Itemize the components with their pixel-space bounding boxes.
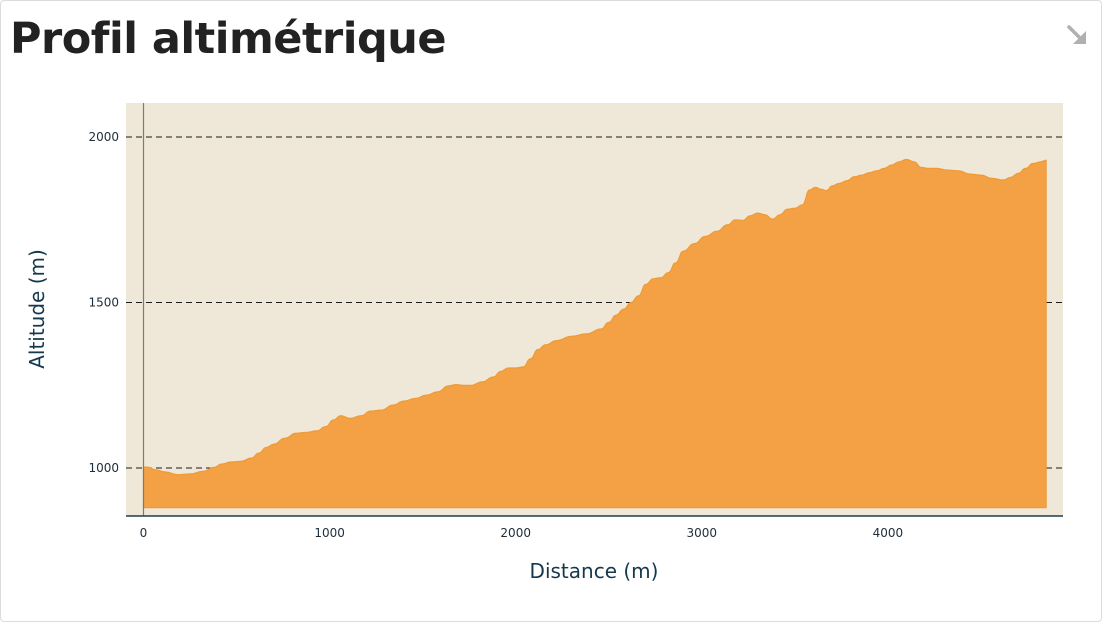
elevation-area	[142, 158, 1047, 509]
y-tick-label: 2000	[88, 130, 119, 144]
x-tick-label: 3000	[687, 526, 718, 540]
x-tick-label: 0	[140, 526, 148, 540]
x-axis-title: Distance (m)	[530, 559, 659, 583]
y-axis-title: Altitude (m)	[25, 249, 49, 369]
collapse-arrow-icon[interactable]	[1065, 23, 1091, 49]
y-tick-label: 1500	[88, 296, 119, 310]
page-title: Profil altimétrique	[10, 14, 447, 64]
y-tick-label: 1000	[88, 461, 119, 475]
x-tick-label: 4000	[873, 526, 904, 540]
x-tick-label: 2000	[500, 526, 531, 540]
x-tick-label: 1000	[314, 526, 345, 540]
